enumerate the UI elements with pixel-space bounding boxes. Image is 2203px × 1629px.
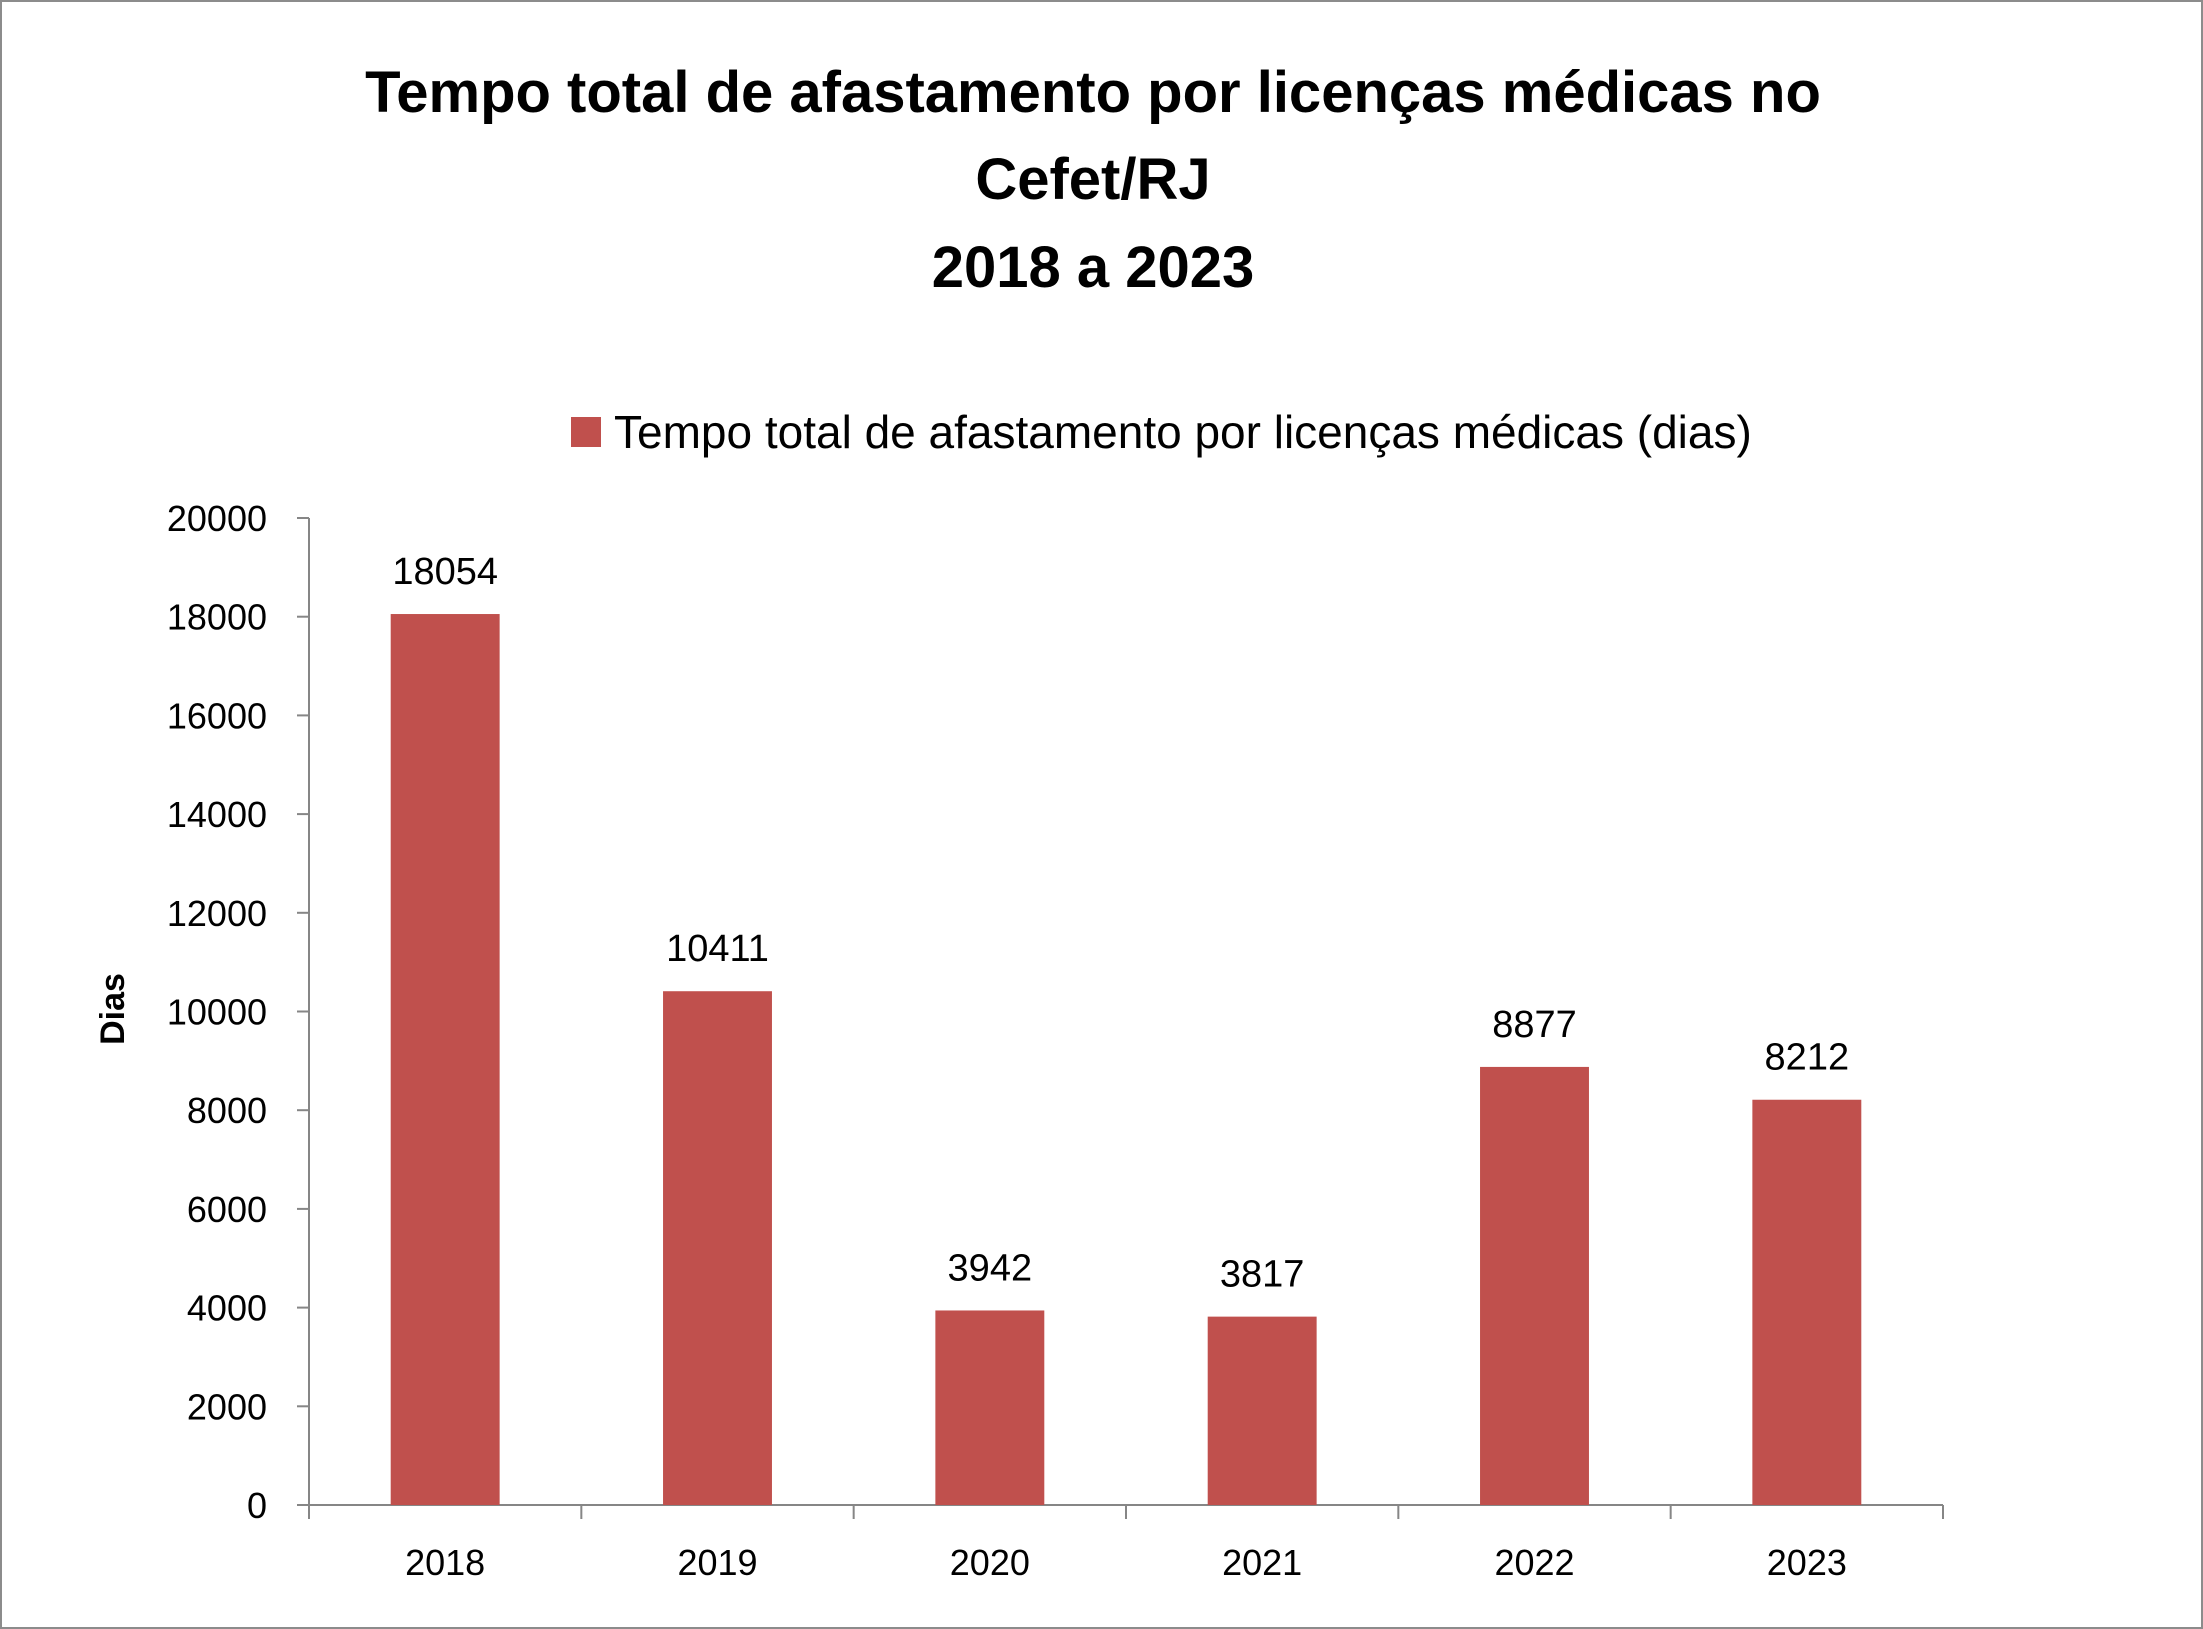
- legend-label: Tempo total de afastamento por licenças …: [614, 406, 1752, 458]
- x-tick-label: 2020: [950, 1542, 1030, 1583]
- y-tick-label: 8000: [187, 1090, 267, 1131]
- data-label-2018: 18054: [392, 551, 498, 593]
- y-tick-label: 20000: [167, 498, 267, 539]
- data-label-2021: 3817: [1220, 1254, 1305, 1296]
- bar-2021: [1207, 1316, 1317, 1505]
- bar-2022: [1480, 1066, 1589, 1505]
- y-tick-label: 14000: [167, 794, 267, 835]
- y-tick-label: 10000: [167, 992, 267, 1033]
- chart-title-line-3: 2018 a 2023: [932, 235, 1255, 300]
- x-tick-label: 2023: [1767, 1542, 1847, 1583]
- bars-group: [390, 614, 1862, 1505]
- chart-title: Tempo total de afastamento por licenças …: [365, 60, 1821, 300]
- x-axis: 2018 2019 2020 2021 2022 2023: [308, 1504, 1944, 1583]
- y-tick-label: 16000: [167, 695, 267, 736]
- data-label-2019: 10411: [666, 928, 769, 970]
- legend-swatch: [571, 417, 601, 447]
- x-tick-label: 2022: [1494, 1542, 1574, 1583]
- y-tick-label: 12000: [167, 893, 267, 934]
- bar-2020: [935, 1310, 1045, 1505]
- data-label-2023: 8212: [1765, 1037, 1850, 1079]
- chart-legend: Tempo total de afastamento por licenças …: [571, 406, 1752, 458]
- bar-2018: [390, 614, 500, 1505]
- bar-2023: [1752, 1099, 1862, 1505]
- bar-2019: [663, 991, 772, 1505]
- chart-title-line-1: Tempo total de afastamento por licenças …: [365, 60, 1821, 125]
- x-tick-label: 2019: [677, 1542, 757, 1583]
- y-tick-label: 4000: [187, 1288, 267, 1329]
- y-tick-label: 2000: [187, 1386, 267, 1427]
- data-labels-group: 18054 10411 3942 3817 8877 8212: [392, 551, 1849, 1296]
- y-tick-label: 18000: [167, 597, 267, 638]
- y-axis: 0 2000 4000 6000 8000 10000 12000 14000 16000 180…: [167, 498, 310, 1526]
- x-tick-label: 2018: [405, 1542, 485, 1583]
- y-tick-label: 6000: [187, 1189, 267, 1230]
- y-axis-title: Dias: [94, 973, 132, 1045]
- chart-title-line-2: Cefet/RJ: [975, 147, 1210, 212]
- y-tick-label: 0: [247, 1485, 267, 1526]
- data-label-2022: 8877: [1492, 1004, 1577, 1046]
- x-tick-label: 2021: [1222, 1542, 1302, 1583]
- data-label-2020: 3942: [948, 1247, 1033, 1289]
